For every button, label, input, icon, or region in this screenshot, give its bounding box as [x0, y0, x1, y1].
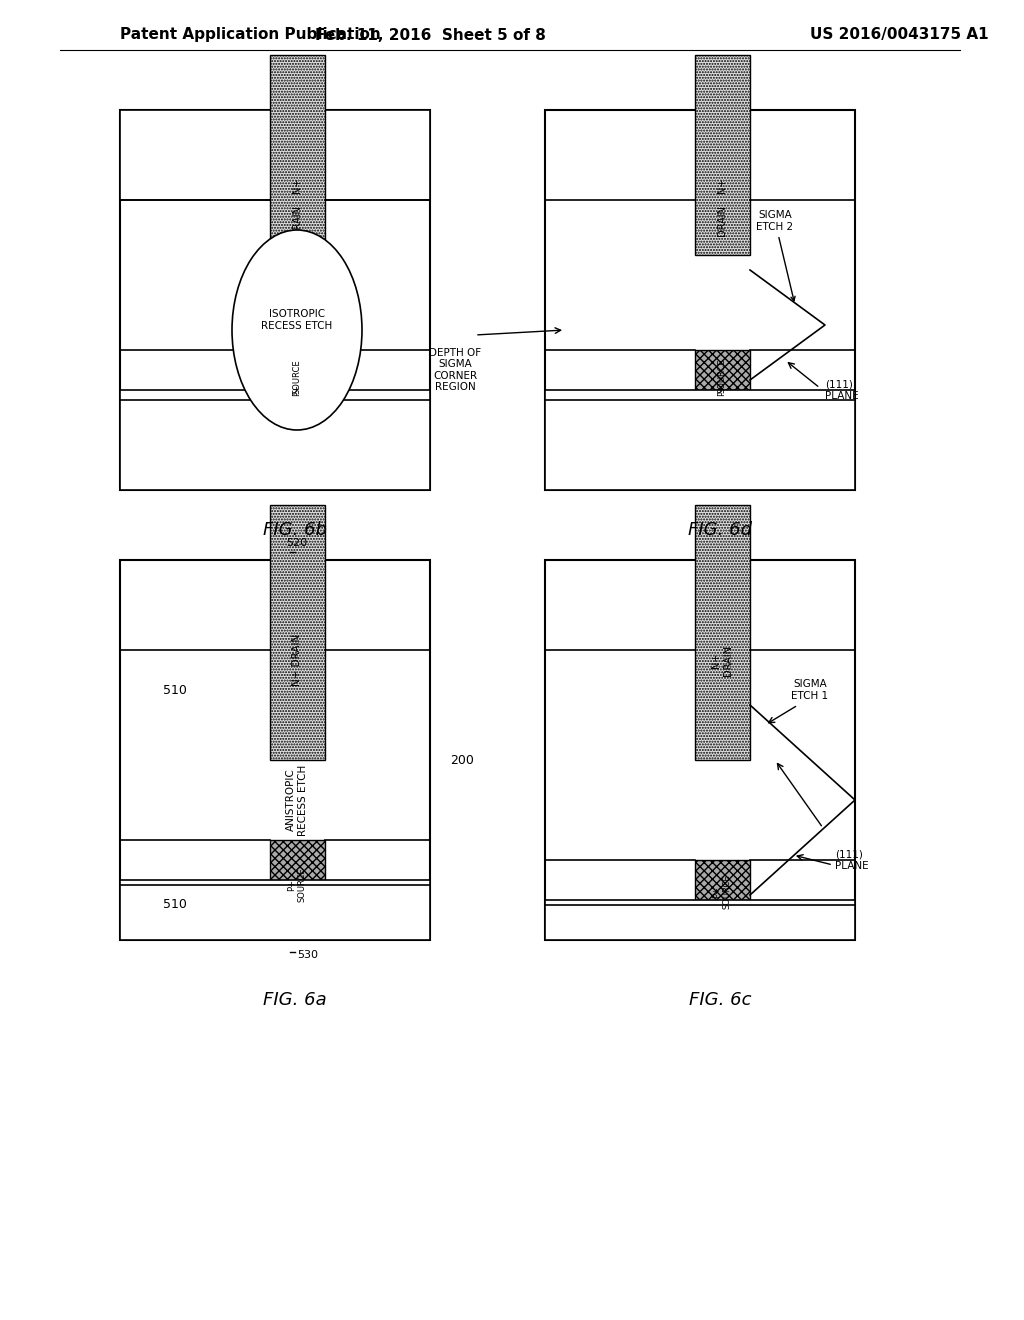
Text: 510: 510 [163, 899, 187, 912]
Text: P+: P+ [718, 384, 726, 396]
Text: 520: 520 [287, 539, 307, 548]
Bar [120, 110, 430, 201]
Bar [120, 110, 430, 490]
Text: SIGMA
ETCH 1: SIGMA ETCH 1 [792, 680, 828, 701]
Bar [695, 350, 750, 400]
Bar [545, 560, 855, 940]
Text: N+: N+ [292, 177, 302, 193]
Text: FIG. 6d: FIG. 6d [688, 521, 752, 539]
Bar [695, 55, 750, 255]
Text: 510: 510 [163, 684, 187, 697]
Bar [270, 55, 325, 255]
Bar [695, 861, 750, 906]
Bar [120, 389, 430, 490]
Text: SIGMA
ETCH 2: SIGMA ETCH 2 [757, 210, 795, 301]
Bar [545, 900, 855, 940]
Bar [120, 560, 430, 940]
Text: N+ DRAIN: N+ DRAIN [292, 634, 302, 686]
Ellipse shape [232, 230, 362, 430]
Text: Feb. 11, 2016  Sheet 5 of 8: Feb. 11, 2016 Sheet 5 of 8 [314, 28, 546, 42]
Text: ISOTROPIC
RECESS ETCH: ISOTROPIC RECESS ETCH [261, 309, 333, 331]
Text: 200: 200 [450, 754, 474, 767]
Text: SOURCE: SOURCE [293, 359, 301, 395]
Text: (111)
PLANE: (111) PLANE [835, 849, 868, 871]
Bar [545, 389, 855, 490]
Text: P+
SOURCE: P+ SOURCE [288, 867, 307, 903]
Text: SOURCE: SOURCE [718, 359, 726, 393]
Text: 530: 530 [297, 950, 318, 960]
Text: Patent Application Publication: Patent Application Publication [120, 28, 381, 42]
Text: P+
SOURCE: P+ SOURCE [713, 875, 732, 909]
Text: N+
DRAIN: N+ DRAIN [712, 644, 733, 676]
Text: ANISTROPIC
RECESS ETCH: ANISTROPIC RECESS ETCH [286, 764, 308, 836]
Bar [270, 506, 325, 760]
Text: FIG. 6b: FIG. 6b [263, 521, 327, 539]
Text: DRAIN: DRAIN [717, 205, 727, 235]
Text: DEPTH OF
SIGMA
CORNER
REGION: DEPTH OF SIGMA CORNER REGION [429, 347, 481, 392]
Bar [120, 880, 430, 940]
Text: US 2016/0043175 A1: US 2016/0043175 A1 [810, 28, 988, 42]
Bar [545, 110, 855, 490]
Text: FIG. 6a: FIG. 6a [263, 991, 327, 1008]
Text: P+: P+ [293, 384, 301, 396]
Text: DRAIN: DRAIN [292, 205, 302, 235]
Text: (111)
PLANE: (111) PLANE [825, 379, 859, 401]
Bar [270, 840, 325, 906]
Text: FIG. 6c: FIG. 6c [689, 991, 752, 1008]
Text: N+: N+ [717, 177, 727, 193]
Bar [270, 350, 325, 400]
Bar [695, 506, 750, 760]
